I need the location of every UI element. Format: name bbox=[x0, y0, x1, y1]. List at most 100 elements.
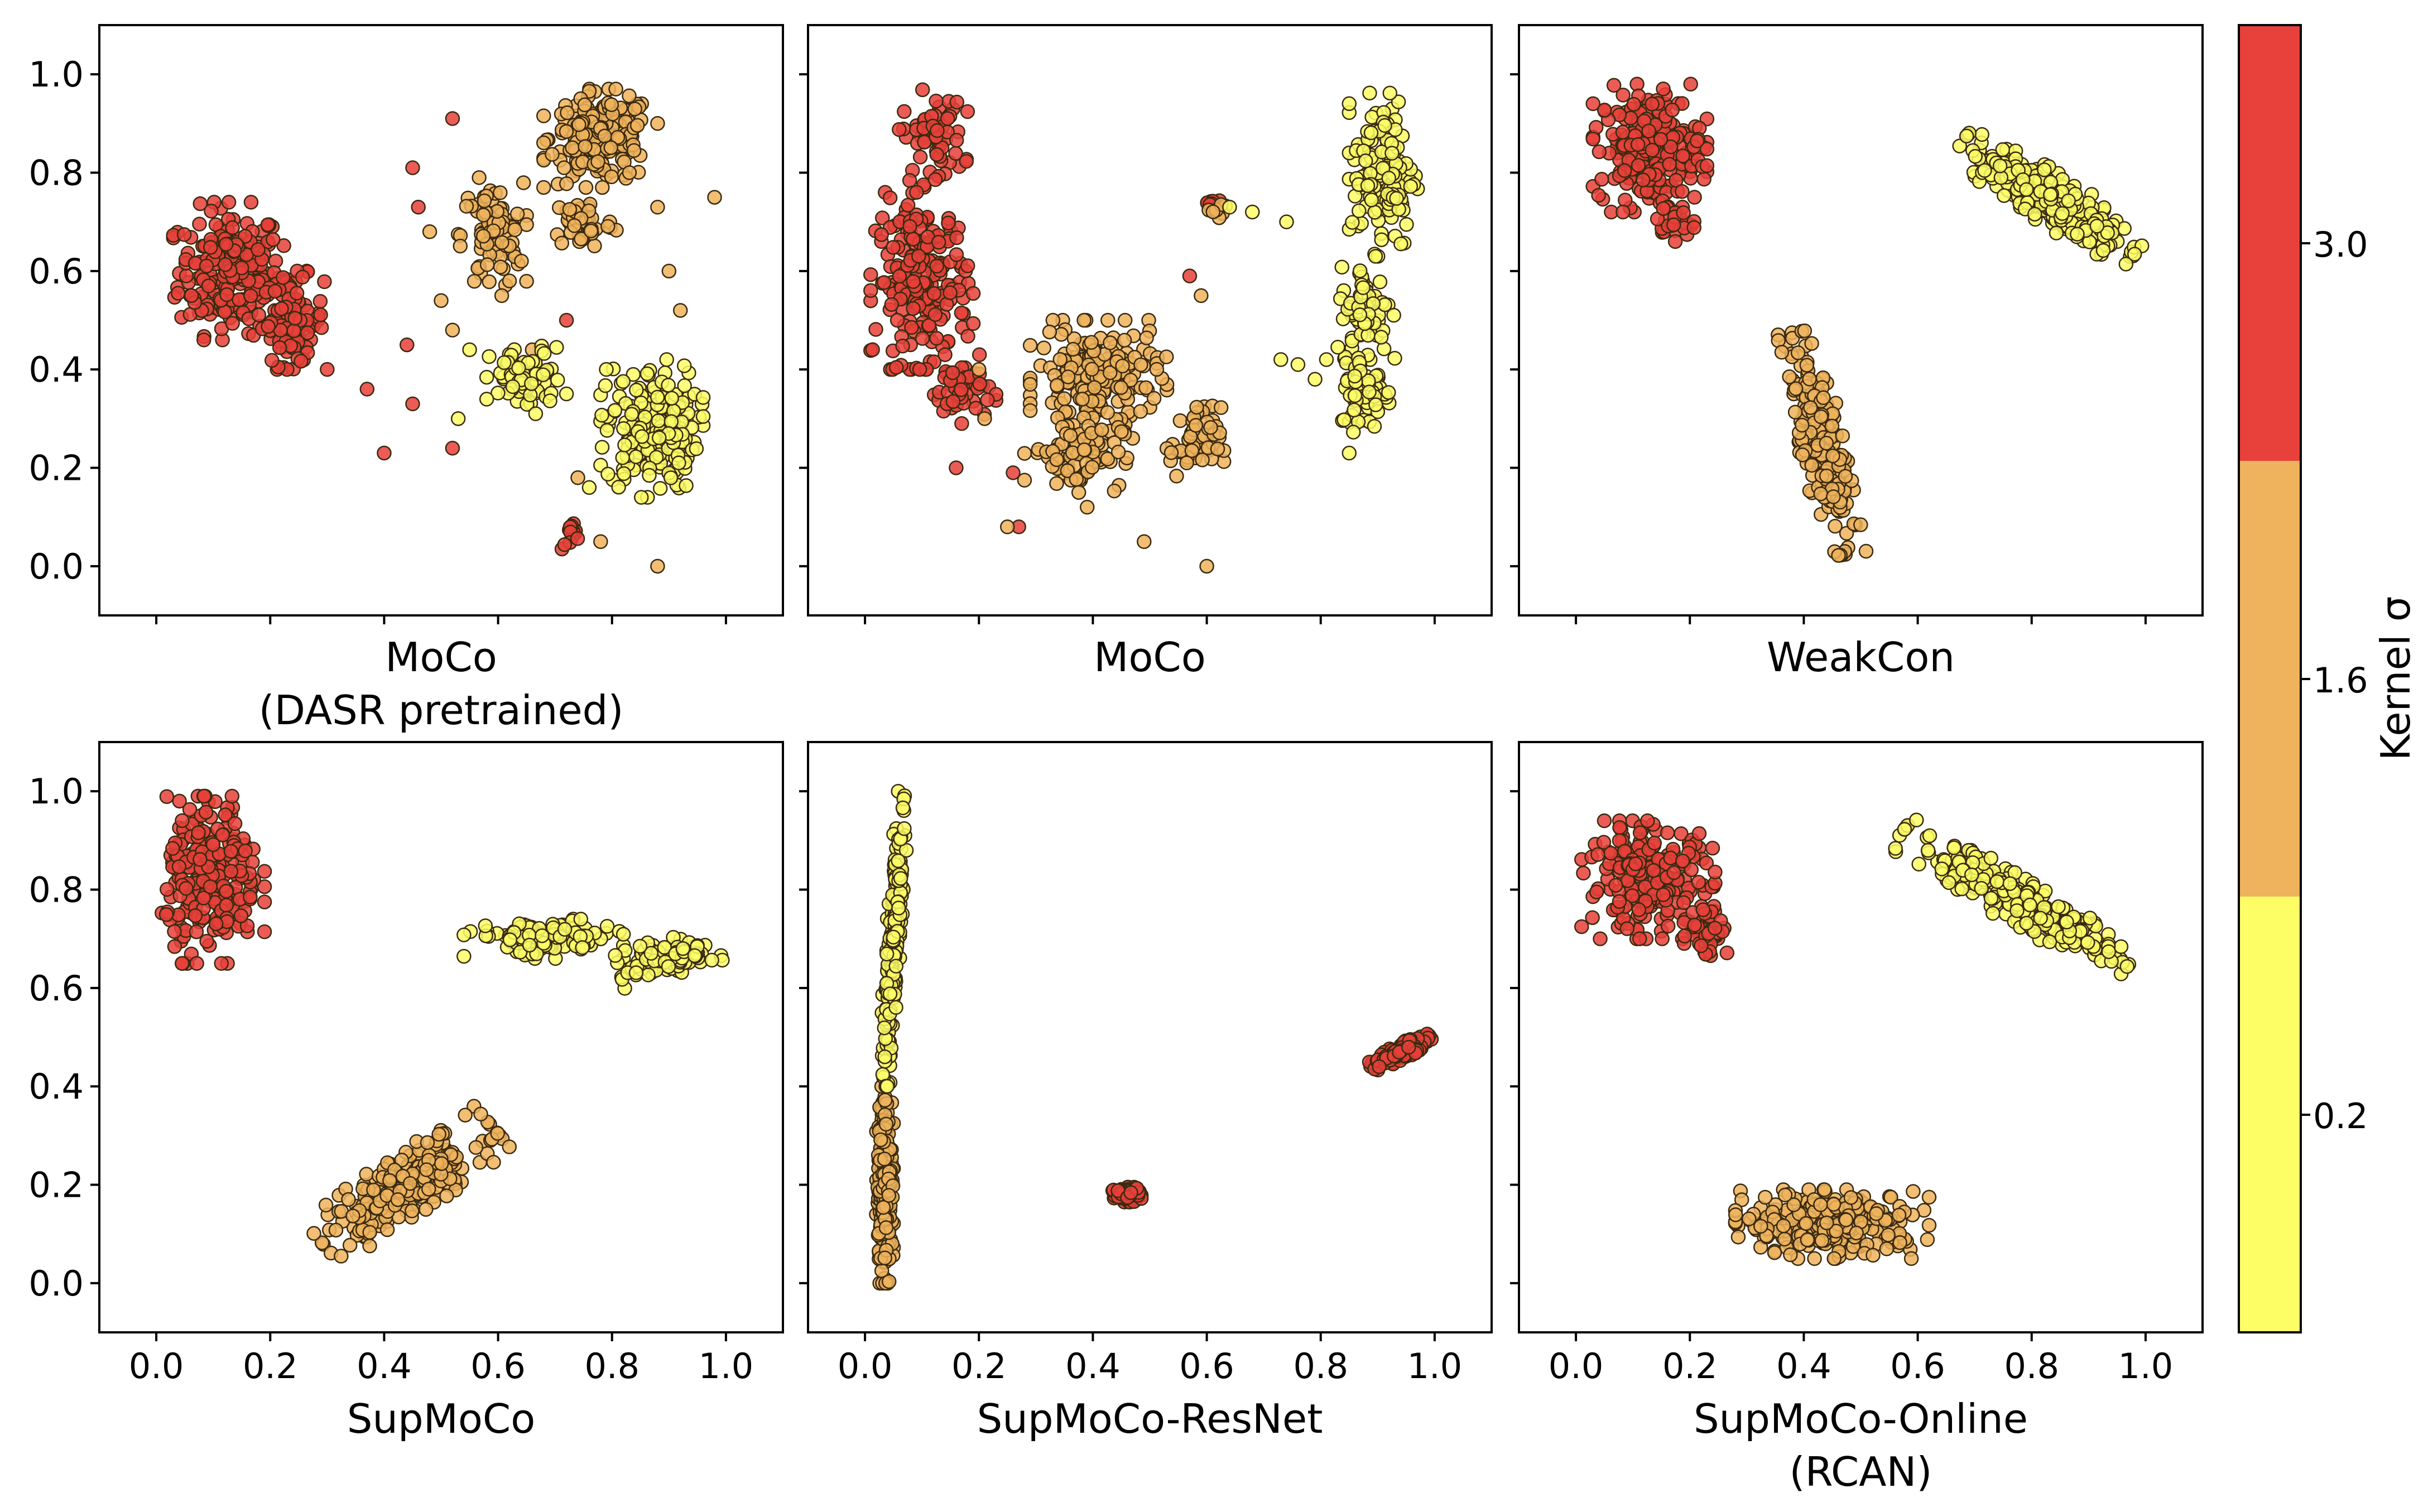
scatter-point bbox=[359, 1167, 374, 1182]
scatter-point bbox=[1065, 341, 1081, 357]
scatter-point bbox=[1597, 103, 1612, 118]
scatter-point bbox=[881, 1188, 897, 1203]
scatter-point bbox=[1662, 157, 1677, 172]
scatter-point bbox=[225, 220, 240, 235]
scatter-point bbox=[600, 219, 616, 234]
scatter-point bbox=[1345, 425, 1361, 440]
scatter-point bbox=[559, 386, 574, 402]
scatter-point bbox=[1663, 850, 1678, 866]
scatter-point bbox=[1319, 352, 1334, 367]
scatter-point bbox=[912, 150, 928, 165]
scatter-point bbox=[615, 450, 630, 465]
x-tick-label: 0.6 bbox=[1179, 1346, 1234, 1386]
scatter-point bbox=[287, 311, 302, 326]
scatter-point bbox=[1210, 441, 1225, 456]
scatter-point bbox=[191, 825, 206, 840]
scatter-point bbox=[215, 827, 230, 842]
scatter-point bbox=[641, 967, 656, 983]
scatter-point bbox=[1389, 191, 1404, 206]
scatter-point bbox=[482, 349, 497, 364]
scatter-point bbox=[1362, 85, 1377, 100]
scatter-point bbox=[960, 329, 975, 344]
scatter-point bbox=[1660, 825, 1675, 840]
scatter-point bbox=[704, 952, 719, 968]
scatter-point bbox=[196, 788, 212, 804]
scatter-point bbox=[218, 257, 233, 272]
scatter-point bbox=[243, 288, 258, 304]
scatter-point bbox=[657, 940, 672, 955]
scatter-point bbox=[493, 185, 508, 200]
scatter-point bbox=[203, 879, 218, 894]
scatter-point bbox=[1576, 865, 1591, 881]
scatter-point bbox=[599, 423, 615, 438]
scatter-point bbox=[911, 248, 926, 264]
scatter-point bbox=[927, 172, 943, 187]
scatter-point bbox=[874, 210, 890, 225]
x-tick-label: 0.8 bbox=[584, 1346, 640, 1386]
scatter-point bbox=[559, 176, 574, 191]
scatter-point bbox=[536, 346, 552, 361]
scatter-point bbox=[467, 273, 482, 289]
scatter-point bbox=[556, 160, 572, 175]
scatter-point bbox=[182, 802, 198, 817]
scatter-point bbox=[257, 894, 272, 909]
scatter-point bbox=[1992, 158, 2008, 174]
scatter-point bbox=[616, 421, 631, 436]
scatter-point bbox=[1307, 372, 1323, 387]
scatter-point bbox=[193, 196, 208, 211]
scatter-point bbox=[257, 924, 272, 940]
scatter-point bbox=[626, 143, 642, 158]
scatter-point bbox=[926, 286, 942, 301]
scatter-point bbox=[1816, 390, 1831, 406]
scatter-point bbox=[945, 394, 961, 409]
scatter-point bbox=[312, 293, 328, 309]
scatter-point bbox=[174, 956, 190, 971]
scatter-point bbox=[1590, 847, 1605, 862]
scatter-point bbox=[1691, 826, 1707, 841]
scatter-point bbox=[1695, 902, 1711, 917]
points-group bbox=[1585, 76, 2150, 563]
scatter-point bbox=[877, 1250, 892, 1265]
scatter-point bbox=[940, 111, 955, 126]
scatter-point bbox=[394, 1152, 410, 1168]
scatter-point bbox=[927, 307, 943, 322]
scatter-point bbox=[902, 173, 917, 188]
scatter-point bbox=[1075, 392, 1090, 407]
scatter-point bbox=[1665, 102, 1680, 118]
scatter-point bbox=[1189, 399, 1204, 415]
scatter-point bbox=[313, 307, 328, 322]
scatter-point bbox=[1831, 548, 1846, 563]
scatter-point bbox=[1730, 1229, 1746, 1245]
scatter-point bbox=[524, 376, 539, 391]
scatter-point bbox=[1163, 445, 1179, 460]
scatter-point bbox=[187, 908, 203, 923]
scatter-point bbox=[1594, 172, 1609, 187]
scatter-point bbox=[472, 170, 487, 185]
scatter-point bbox=[459, 199, 474, 214]
scatter-point bbox=[1906, 1184, 1921, 1199]
scatter-point bbox=[1334, 259, 1350, 275]
y-tick-label: 0.0 bbox=[28, 1263, 84, 1304]
scatter-point bbox=[1362, 384, 1377, 399]
scatter-point bbox=[604, 169, 619, 185]
panel-frame bbox=[1518, 24, 2204, 617]
scatter-point bbox=[577, 97, 593, 113]
scatter-point bbox=[419, 1162, 434, 1177]
scatter-point bbox=[616, 927, 631, 942]
scatter-point bbox=[897, 821, 912, 836]
scatter-point bbox=[1347, 402, 1362, 418]
scatter-point bbox=[1819, 436, 1834, 451]
scatter-point bbox=[1049, 378, 1065, 393]
scatter-point bbox=[1977, 163, 1992, 178]
scatter-point bbox=[1387, 350, 1402, 366]
scatter-point bbox=[574, 232, 589, 247]
scatter-point bbox=[587, 238, 602, 254]
y-tick-label: 0.8 bbox=[28, 870, 84, 911]
scatter-point bbox=[193, 852, 208, 867]
scatter-point bbox=[937, 347, 953, 362]
scatter-point bbox=[2095, 243, 2111, 258]
scatter-point bbox=[431, 1126, 446, 1142]
scatter-point bbox=[1647, 835, 1662, 851]
scatter-point bbox=[1920, 842, 1936, 858]
scatter-point bbox=[599, 919, 615, 934]
